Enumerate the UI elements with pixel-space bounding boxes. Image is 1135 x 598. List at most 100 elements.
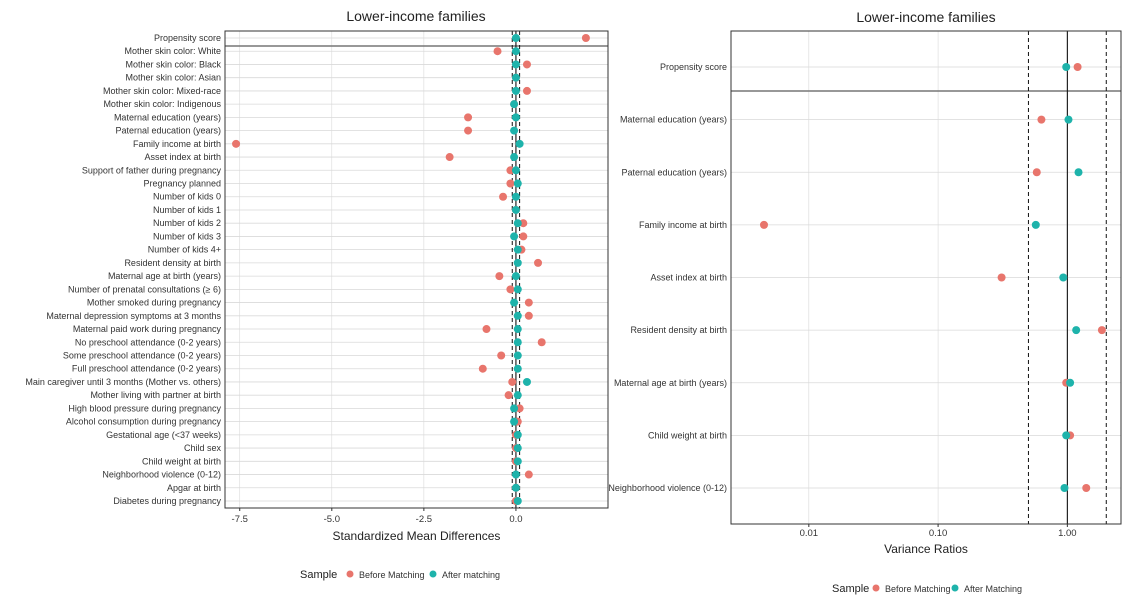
point-after-matching <box>1066 378 1075 387</box>
x-tick-label: 0.10 <box>929 528 948 539</box>
point-before-matching <box>1082 484 1091 492</box>
x-tick-label: -2.5 <box>416 514 432 525</box>
point-before-matching <box>504 391 513 400</box>
point-before-matching <box>522 60 531 69</box>
point-after-matching <box>522 377 531 386</box>
point-before-matching <box>1073 63 1082 71</box>
point-before-matching <box>506 166 515 175</box>
point-before-matching <box>515 404 524 413</box>
category-label: Number of kids 1 <box>153 205 221 215</box>
category-label: No preschool attendance (0-2 years) <box>75 337 221 347</box>
category-label: Child sex <box>184 443 222 453</box>
category-label: Number of kids 2 <box>153 218 221 228</box>
point-before-matching <box>506 285 515 294</box>
point-before-matching <box>1097 326 1106 335</box>
category-label: Asset index at birth <box>650 273 727 283</box>
point-before-matching <box>497 351 506 360</box>
category-label: Mother skin color: Black <box>125 59 221 69</box>
category-label: Maternal paid work during pregnancy <box>73 324 222 334</box>
point-before-matching <box>493 47 502 56</box>
category-label: Number of kids 4+ <box>148 245 221 255</box>
point-before-matching <box>1032 168 1041 177</box>
category-label: Maternal education (years) <box>620 115 727 125</box>
point-after-matching <box>511 192 520 201</box>
point-after-matching <box>513 497 522 505</box>
point-after-matching <box>513 391 522 400</box>
point-after-matching <box>513 430 522 439</box>
point-after-matching <box>510 404 519 413</box>
point-after-matching <box>511 34 520 42</box>
point-after-matching <box>1060 484 1069 492</box>
category-label: Resident density at birth <box>124 258 221 268</box>
category-label: Child weight at birth <box>142 456 221 466</box>
point-after-matching <box>513 179 522 188</box>
category-label: Diabetes during pregnancy <box>113 496 221 506</box>
point-before-matching <box>482 325 491 334</box>
point-before-matching <box>997 273 1006 282</box>
category-label: Paternal education (years) <box>621 167 727 177</box>
point-before-matching <box>522 86 531 95</box>
category-label: Neighborhood violence (0-12) <box>608 483 727 493</box>
category-label: Maternal depression symptoms at 3 months <box>46 311 221 321</box>
point-before-matching <box>581 34 590 42</box>
point-after-matching <box>513 285 522 294</box>
point-after-matching <box>1064 115 1073 124</box>
point-after-matching <box>513 364 522 373</box>
category-label: Family income at birth <box>133 139 221 149</box>
point-after-matching <box>511 470 520 479</box>
point-before-matching <box>508 377 517 386</box>
point-after-matching <box>513 457 522 466</box>
category-label: Gestational age (<37 weeks) <box>106 430 221 440</box>
category-label: Maternal age at birth (years) <box>108 271 221 281</box>
point-before-matching <box>445 153 454 162</box>
point-after-matching <box>510 126 519 135</box>
point-before-matching <box>524 298 533 307</box>
category-label: Propensity score <box>154 33 221 43</box>
point-after-matching <box>1062 431 1071 440</box>
point-after-matching <box>1074 168 1083 177</box>
point-before-matching <box>537 338 546 347</box>
point-before-matching <box>524 470 533 479</box>
category-label: Mother smoked during pregnancy <box>87 298 222 308</box>
point-after-matching <box>510 417 519 426</box>
point-after-matching <box>513 311 522 320</box>
point-after-matching <box>511 272 520 281</box>
category-label: Neighborhood violence (0-12) <box>102 470 221 480</box>
category-label: Mother living with partner at birth <box>90 390 221 400</box>
legend-label: After Matching <box>964 584 1022 594</box>
point-after-matching <box>510 100 519 109</box>
category-label: Pregnancy planned <box>143 179 221 189</box>
point-before-matching <box>519 232 528 241</box>
point-after-matching <box>513 325 522 334</box>
category-label: Number of kids 0 <box>153 192 221 202</box>
category-label: Resident density at birth <box>630 325 727 335</box>
point-after-matching <box>1062 63 1071 71</box>
point-after-matching <box>510 232 519 241</box>
point-after-matching <box>513 245 522 254</box>
category-label: Some preschool attendance (0-2 years) <box>63 350 221 360</box>
category-label: Child weight at birth <box>648 430 727 440</box>
point-after-matching <box>515 139 524 148</box>
point-after-matching <box>511 483 520 492</box>
category-label: Support of father during pregnancy <box>82 165 222 175</box>
point-before-matching <box>464 126 473 135</box>
plot-frame <box>224 30 609 509</box>
category-label: Mother skin color: Indigenous <box>103 99 221 109</box>
category-label: Maternal age at birth (years) <box>614 378 727 388</box>
chart-title: Lower-income families <box>856 9 995 25</box>
legend-key-after-matching <box>951 584 959 592</box>
point-after-matching <box>513 258 522 267</box>
category-label: Family income at birth <box>639 220 727 230</box>
legend-title: Sample <box>300 569 337 581</box>
x-axis-title: Standardized Mean Differences <box>333 529 501 543</box>
point-after-matching <box>511 73 520 82</box>
category-label: High blood pressure during pregnancy <box>68 403 221 413</box>
point-after-matching <box>511 60 520 69</box>
category-label: Asset index at birth <box>144 152 221 162</box>
point-after-matching <box>1031 220 1040 229</box>
x-tick-label: 1.00 <box>1058 528 1077 539</box>
category-label: Full preschool attendance (0-2 years) <box>72 364 221 374</box>
point-after-matching <box>511 166 520 175</box>
point-after-matching <box>513 338 522 347</box>
x-tick-label: -7.5 <box>232 514 248 525</box>
